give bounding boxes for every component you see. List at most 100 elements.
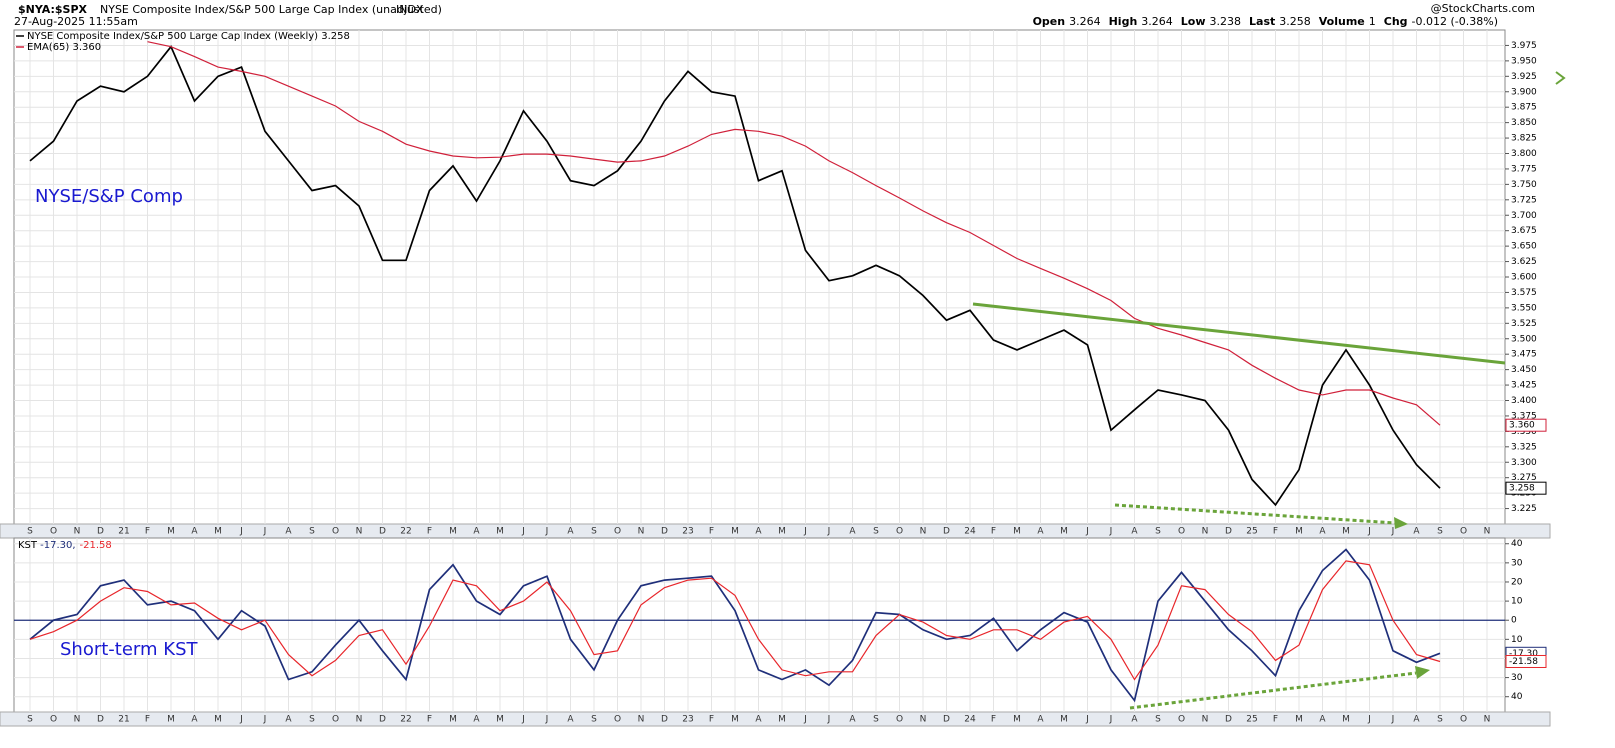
x-tick-label: M (778, 527, 786, 537)
x-tick-label: J (1109, 527, 1113, 537)
x-tick-label: 23 (682, 715, 693, 725)
x-tick-label: N (638, 715, 645, 725)
x-tick-label: M (1342, 715, 1350, 725)
x-tick-label: S (1155, 527, 1161, 537)
trend-line (972, 302, 1506, 365)
y-tick-label: 3.600 (1511, 273, 1537, 283)
x-tick-label: S (27, 715, 33, 725)
x-tick-label: O (1460, 527, 1467, 537)
x-tick-label: D (943, 527, 950, 537)
x-tick-label: M (1013, 715, 1021, 725)
x-tick-label: A (473, 527, 480, 537)
annotation: NYSE/S&P Comp (35, 186, 183, 207)
x-tick-label: A (1413, 527, 1420, 537)
x-tick-label: N (638, 527, 645, 537)
scroll-marker (1555, 71, 1566, 85)
x-tick-label: S (873, 715, 879, 725)
quote-value: 1 (1369, 15, 1376, 28)
quote-value: 3.238 (1210, 15, 1242, 28)
x-tick-label: A (191, 527, 198, 537)
end-label-box (1505, 481, 1547, 495)
x-tick-label: J (545, 527, 549, 537)
x-tick-label: J (827, 527, 831, 537)
x-tick-label: M (731, 527, 739, 537)
x-tick-label: J (545, 715, 549, 725)
x-tick-label: A (849, 715, 856, 725)
y-tick-label: 10 (1511, 597, 1523, 607)
series-line (29, 560, 1441, 681)
x-tick-label: M (449, 715, 457, 725)
x-tick-label: O (1178, 527, 1185, 537)
y-tick-label: 3.225 (1511, 504, 1537, 514)
x-tick-label: A (1131, 715, 1138, 725)
x-tick-label: 24 (964, 715, 976, 725)
x-tick-label: A (285, 715, 292, 725)
y-tick-label: 3.750 (1511, 180, 1537, 190)
x-tick-label: A (1319, 527, 1326, 537)
end-label: -21.58 (1509, 657, 1538, 667)
series-line (29, 45, 1441, 507)
x-tick-label: M (449, 527, 457, 537)
x-tick-label: S (1437, 527, 1443, 537)
x-tick-label: D (97, 527, 104, 537)
x-tick-label: O (1178, 715, 1185, 725)
x-tick-label: A (1131, 527, 1138, 537)
quote-label: Low (1181, 15, 1206, 28)
symbol: $NYA:$SPX (18, 3, 88, 16)
x-tick-label: 25 (1246, 715, 1257, 725)
legend-entry: EMA(65) 3.360 (27, 42, 101, 53)
quote-label: High (1109, 15, 1138, 28)
x-tick-label: J (1085, 715, 1089, 725)
y-tick-label: 30 (1511, 673, 1523, 683)
x-tick-label: J (521, 527, 525, 537)
quote-label: Open (1033, 15, 1066, 28)
y-tick-label: 3.675 (1511, 226, 1537, 236)
source: @StockCharts.com (1431, 2, 1535, 15)
y-tick-label: 3.650 (1511, 242, 1537, 252)
y-tick-label: 0 (1511, 616, 1517, 626)
x-tick-label: M (1013, 527, 1021, 537)
divergence-arrow (1129, 671, 1417, 710)
x-tick-label: M (496, 715, 504, 725)
x-tick-label: M (1060, 715, 1068, 725)
y-tick-label: 3.500 (1511, 334, 1537, 344)
x-tick-label: A (567, 527, 574, 537)
x-tick-label: 23 (682, 527, 693, 537)
y-tick-label: 3.550 (1511, 303, 1537, 313)
series-line (147, 41, 1441, 426)
x-tick-label: O (614, 527, 621, 537)
divergence-arrow (1114, 503, 1397, 525)
y-tick-label: 3.775 (1511, 164, 1537, 174)
x-tick-label: A (755, 715, 762, 725)
x-tick-label: N (356, 527, 363, 537)
x-tick-label: N (920, 527, 927, 537)
x-tick-label: F (709, 527, 714, 537)
x-tick-label: F (709, 715, 714, 725)
legend-entry: -21.58 (80, 540, 112, 551)
x-tick-label: N (74, 527, 81, 537)
x-tick-label: 21 (118, 715, 129, 725)
y-tick-label: 3.700 (1511, 211, 1537, 221)
x-tick-label: N (1484, 527, 1491, 537)
y-tick-label: 40 (1511, 539, 1523, 549)
x-tick-label: J (1391, 715, 1395, 725)
x-tick-label: A (1413, 715, 1420, 725)
x-axis-strip (0, 523, 1551, 539)
x-tick-label: J (1367, 527, 1371, 537)
x-tick-label: M (214, 715, 222, 725)
x-tick-label: O (896, 527, 903, 537)
x-tick-label: J (803, 527, 807, 537)
x-tick-label: F (991, 715, 996, 725)
x-tick-label: S (591, 527, 597, 537)
x-tick-label: F (145, 715, 150, 725)
timestamp: 27-Aug-2025 11:55am (14, 15, 138, 28)
x-tick-label: D (379, 527, 386, 537)
x-tick-label: A (1037, 527, 1044, 537)
x-tick-label: M (1295, 527, 1303, 537)
x-tick-label: D (661, 715, 668, 725)
y-tick-label: 3.950 (1511, 56, 1537, 66)
x-tick-label: F (991, 527, 996, 537)
x-tick-label: F (145, 527, 150, 537)
x-tick-label: N (920, 715, 927, 725)
annotations (972, 71, 1566, 710)
